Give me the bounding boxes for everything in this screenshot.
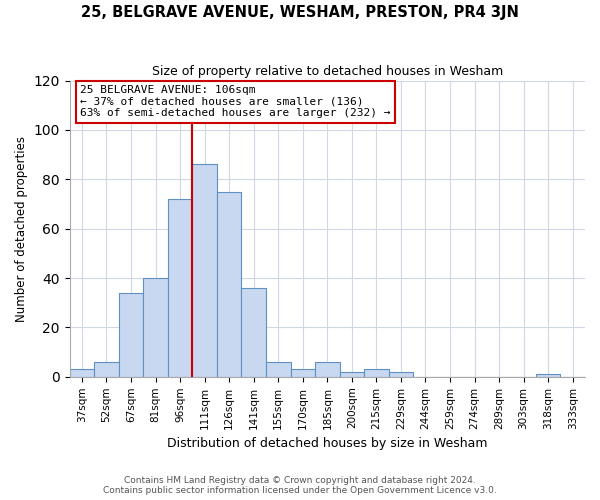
Bar xyxy=(168,199,193,377)
Bar xyxy=(143,278,168,377)
Bar xyxy=(340,372,364,377)
Title: Size of property relative to detached houses in Wesham: Size of property relative to detached ho… xyxy=(152,65,503,78)
Bar xyxy=(364,370,389,377)
Bar xyxy=(389,372,413,377)
Text: Contains HM Land Registry data © Crown copyright and database right 2024.
Contai: Contains HM Land Registry data © Crown c… xyxy=(103,476,497,495)
Bar xyxy=(241,288,266,377)
Bar xyxy=(217,192,241,377)
Bar xyxy=(119,293,143,377)
X-axis label: Distribution of detached houses by size in Wesham: Distribution of detached houses by size … xyxy=(167,437,488,450)
Bar xyxy=(70,370,94,377)
Text: 25 BELGRAVE AVENUE: 106sqm
← 37% of detached houses are smaller (136)
63% of sem: 25 BELGRAVE AVENUE: 106sqm ← 37% of deta… xyxy=(80,85,391,118)
Bar xyxy=(315,362,340,377)
Bar xyxy=(266,362,290,377)
Y-axis label: Number of detached properties: Number of detached properties xyxy=(15,136,28,322)
Bar xyxy=(193,164,217,377)
Bar xyxy=(536,374,560,377)
Bar xyxy=(290,370,315,377)
Bar xyxy=(94,362,119,377)
Text: 25, BELGRAVE AVENUE, WESHAM, PRESTON, PR4 3JN: 25, BELGRAVE AVENUE, WESHAM, PRESTON, PR… xyxy=(81,5,519,20)
